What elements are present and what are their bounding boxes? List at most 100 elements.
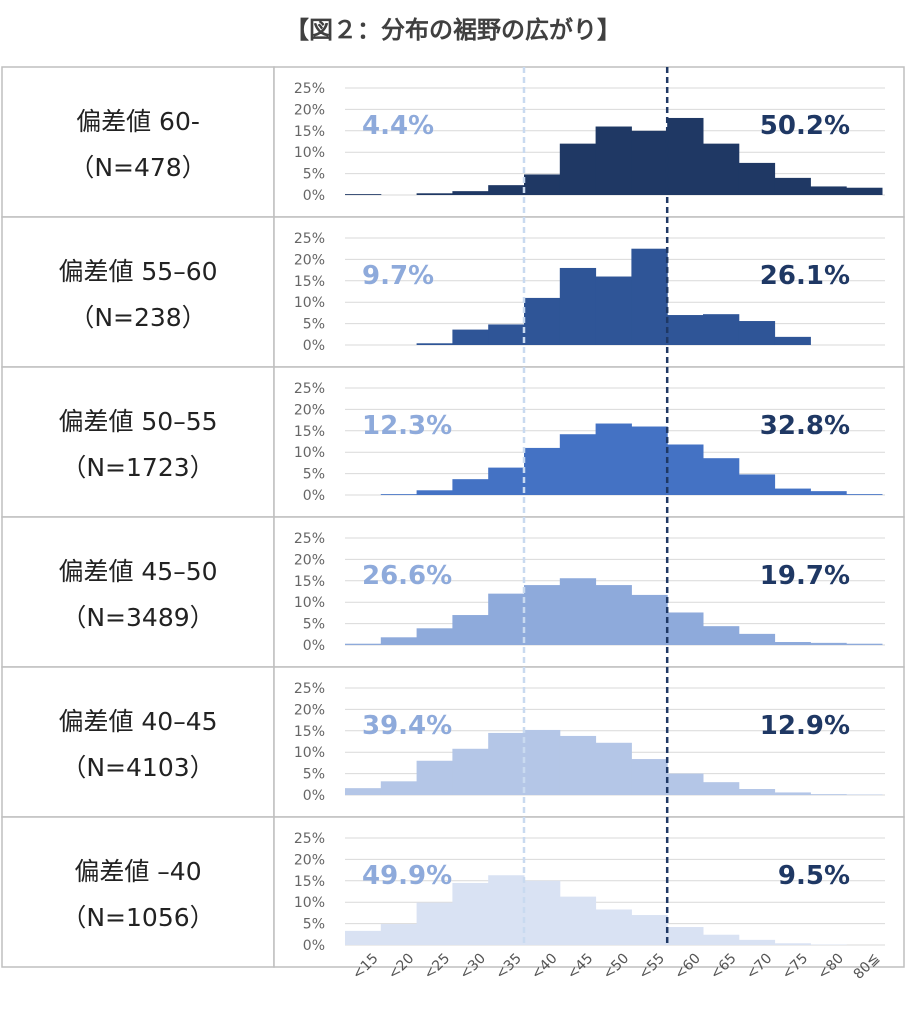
y-tick-label: 5% [303, 917, 325, 933]
bar [846, 643, 883, 645]
bar [524, 447, 561, 495]
bar [631, 915, 668, 945]
bar [524, 880, 561, 945]
bar [345, 788, 382, 795]
bar [452, 748, 489, 795]
y-tick-label: 25% [294, 231, 325, 247]
label-cell [1, 66, 275, 218]
bar [774, 642, 811, 645]
y-tick-label: 5% [303, 167, 325, 183]
label-cell [1, 516, 275, 668]
bar [631, 130, 668, 195]
bar [631, 594, 668, 645]
right-share-label: 12.9% [760, 711, 850, 741]
bar [703, 626, 740, 645]
panel-n: （N=1723） [61, 453, 214, 482]
y-tick-label: 20% [294, 552, 325, 568]
label-cell [1, 366, 275, 518]
y-tick-label: 10% [294, 595, 325, 611]
bar [559, 896, 597, 945]
right-share-label: 19.7% [760, 561, 850, 591]
bar [345, 643, 382, 645]
y-tick-label: 15% [294, 574, 325, 590]
panel-2: 偏差値 50–55 （N=1723） 25% 20% 15% 10% 5% 0% 12.3% 32… [1, 366, 905, 518]
bar [846, 494, 883, 495]
bar [667, 612, 704, 645]
y-tick-label: 0% [303, 338, 325, 354]
bar [380, 637, 418, 645]
panel-5: 偏差値 –40 （N=1056） 25% 20% 15% 10% 5% 0% 49.9% 9.5% [1, 816, 905, 968]
left-share-label: 49.9% [362, 861, 452, 891]
bar [738, 789, 776, 795]
bar [595, 909, 632, 945]
label-cell [1, 666, 275, 818]
y-tick-label: 10% [294, 745, 325, 761]
y-tick-label: 15% [294, 124, 325, 140]
label-cell [1, 216, 275, 368]
bar [488, 593, 525, 645]
bar [595, 585, 632, 645]
panel-0: 偏差値 60- （N=478） 25% 20% 15% 10% 5% 0% 4.4% 50.2% [1, 66, 905, 218]
bar [452, 479, 489, 495]
panel-1: 偏差値 55–60 （N=238） 25% 20% 15% 10% 5% 0% 9.7% 26.1… [1, 216, 905, 368]
panel-n: （N=1056） [61, 903, 214, 932]
panel-n: （N=4103） [61, 753, 214, 782]
bar [524, 174, 561, 195]
bar [524, 729, 561, 795]
bar [774, 792, 811, 795]
bar [452, 615, 489, 645]
panel-label: 偏差値 50–55 [58, 407, 217, 436]
panel-n: （N=3489） [61, 603, 214, 632]
y-tick-label: 5% [303, 617, 325, 633]
y-tick-label: 15% [294, 874, 325, 890]
bar [595, 742, 632, 795]
bar [559, 578, 597, 645]
panel-n: （N=478） [69, 153, 206, 182]
label-cell [1, 816, 275, 968]
bar [380, 494, 418, 495]
y-tick-label: 20% [294, 102, 325, 118]
y-tick-label: 5% [303, 767, 325, 783]
bar [416, 343, 453, 345]
bar [524, 585, 561, 645]
panel-label: 偏差値 40–45 [58, 707, 217, 736]
y-tick-label: 10% [294, 445, 325, 461]
bar [559, 143, 597, 195]
bar [810, 642, 847, 645]
left-share-label: 4.4% [362, 111, 434, 141]
right-share-label: 50.2% [760, 111, 850, 141]
y-tick-label: 20% [294, 702, 325, 718]
bar [810, 186, 847, 195]
bar [738, 939, 776, 945]
bar [774, 177, 811, 195]
y-tick-label: 10% [294, 295, 325, 311]
bar [452, 882, 489, 945]
bar [703, 143, 740, 195]
bar [667, 773, 704, 795]
bar [774, 488, 811, 495]
bar [631, 426, 668, 495]
bar [595, 423, 632, 495]
bar [416, 193, 453, 195]
panel-n: （N=238） [69, 303, 206, 332]
bar [703, 458, 740, 495]
bar [488, 732, 525, 795]
left-share-label: 26.6% [362, 561, 452, 591]
bar [380, 781, 418, 795]
bar [667, 315, 704, 345]
panel-label: 偏差値 60- [76, 107, 200, 136]
bar [416, 490, 453, 495]
bar [667, 117, 704, 195]
bar [774, 943, 811, 945]
right-share-label: 32.8% [760, 411, 850, 441]
bar [559, 434, 597, 495]
y-tick-label: 25% [294, 831, 325, 847]
bar [345, 194, 382, 195]
bar [667, 444, 704, 495]
bar [738, 321, 776, 345]
y-tick-label: 25% [294, 531, 325, 547]
y-tick-label: 5% [303, 317, 325, 333]
panel-label: 偏差値 55–60 [58, 257, 217, 286]
bar [667, 927, 704, 945]
bar [488, 185, 525, 195]
